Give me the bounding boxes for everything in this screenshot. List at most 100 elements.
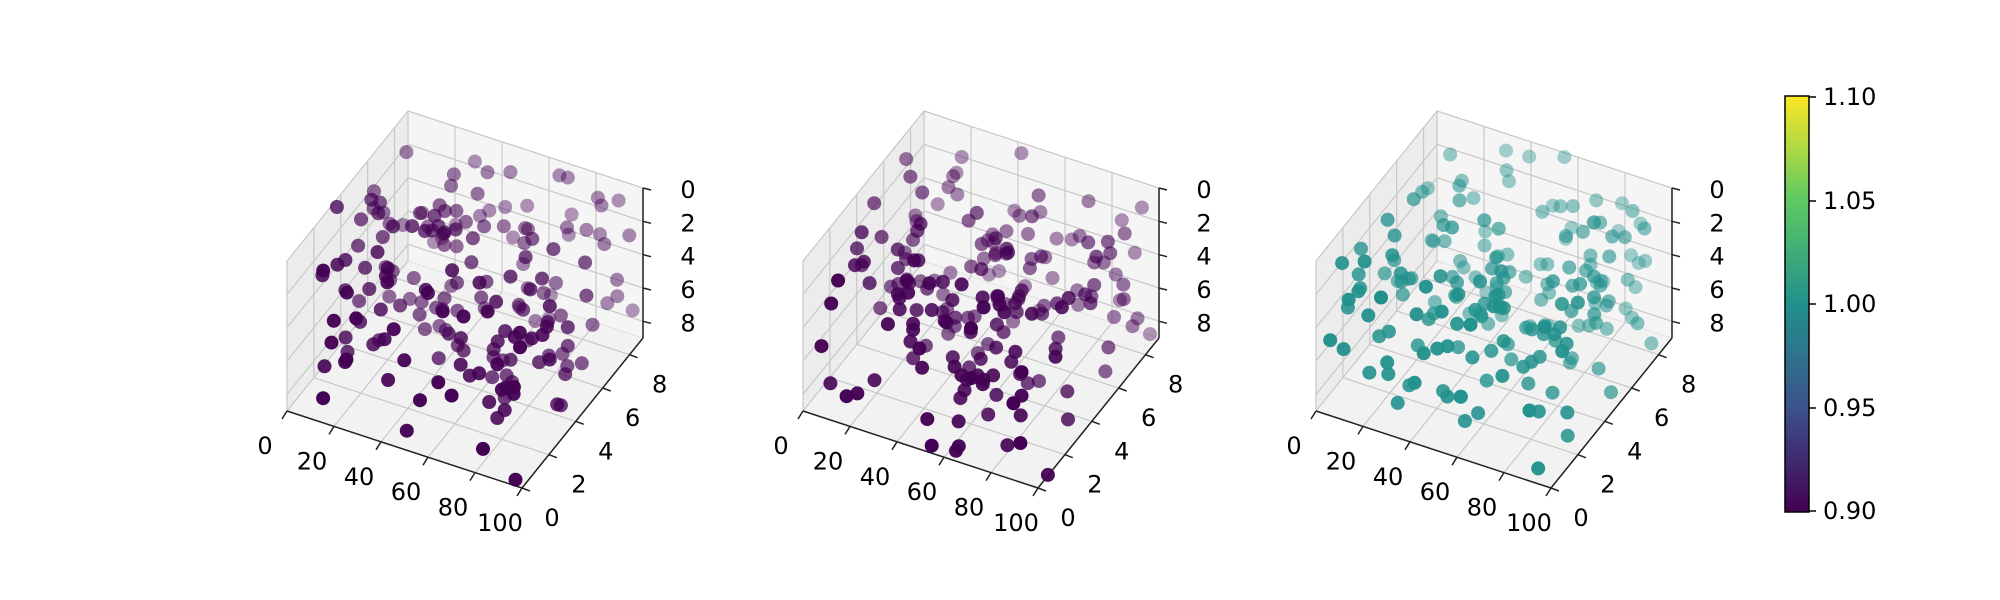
scatter-point — [1014, 146, 1029, 161]
scatter-point — [964, 371, 979, 385]
scatter-point — [358, 260, 373, 275]
scatter-point — [848, 258, 862, 273]
scatter-point — [1466, 191, 1481, 206]
scatter-point — [1524, 322, 1539, 337]
z-tick-label: 4 — [680, 243, 695, 271]
scatter-point — [1452, 193, 1467, 208]
scatter-point — [1103, 246, 1118, 261]
scatter-point — [1323, 333, 1338, 348]
scatter-point — [437, 291, 452, 306]
y-tick-mark — [575, 420, 585, 426]
scatter-point — [1060, 384, 1075, 399]
scatter-point — [1443, 147, 1458, 162]
scatter-point — [950, 187, 965, 202]
scatter-point — [954, 277, 969, 292]
scatter-point — [1486, 299, 1501, 314]
scatter-point — [1108, 267, 1123, 282]
scatter-point — [453, 357, 468, 372]
scatter-point — [503, 269, 518, 284]
scatter-point — [399, 145, 414, 160]
scatter-point — [1381, 324, 1396, 339]
scatter-point — [594, 198, 609, 213]
scatter-point — [1450, 275, 1464, 290]
scatter-point — [1434, 304, 1449, 319]
grid-line — [802, 143, 925, 295]
scatter-point — [1586, 269, 1601, 284]
scatter-point — [364, 192, 379, 207]
y-tick-mark — [1037, 487, 1047, 492]
scatter-point — [1034, 249, 1049, 264]
scatter-point — [1450, 316, 1465, 331]
scatter-point — [467, 154, 482, 169]
z-tick-label: 8 — [1709, 309, 1724, 337]
scatter-point — [444, 178, 459, 193]
scatter-point — [1335, 256, 1350, 271]
scatter-point — [574, 356, 589, 371]
scatter-point — [1563, 355, 1577, 370]
scatter-point — [549, 276, 563, 290]
scatter-point — [899, 273, 914, 288]
x-tick-mark — [328, 426, 335, 435]
scatter-point — [525, 231, 540, 246]
scatter-point — [445, 263, 460, 278]
scatter-point — [1587, 307, 1602, 322]
scatter-point — [1020, 376, 1035, 391]
scatter-point — [1000, 438, 1015, 453]
x-tick-label: 20 — [1326, 447, 1357, 475]
scatter-point — [1362, 365, 1377, 380]
scatter-point — [1463, 317, 1478, 332]
scatter-point — [850, 241, 864, 256]
scatter-point — [1424, 233, 1439, 248]
colorbar-tick-label: 0.95 — [1823, 394, 1876, 422]
scatter-point — [981, 407, 996, 422]
y-tick-mark — [1631, 387, 1640, 392]
scatter-point — [536, 286, 551, 300]
scatter-point — [1537, 320, 1552, 335]
scatter-point — [592, 227, 607, 242]
x-tick-label: 20 — [813, 447, 844, 475]
x-tick-mark — [422, 456, 429, 466]
grid-line — [1315, 110, 1438, 262]
scatter-point — [516, 302, 531, 317]
scatter-point — [1521, 376, 1536, 391]
z-tick-label: 4 — [1709, 243, 1724, 271]
x-axis-line — [1315, 410, 1552, 489]
scatter-point — [458, 214, 473, 229]
scatter-point — [441, 326, 456, 341]
y-tick-mark — [1658, 353, 1667, 359]
colorbar-gradient — [1784, 95, 1810, 513]
scatter-point — [386, 322, 401, 337]
z-tick-label: 2 — [1709, 209, 1724, 237]
scatter-point — [1024, 306, 1039, 321]
scatter-point — [1605, 229, 1620, 244]
scatter-point — [1061, 412, 1075, 427]
z-tick-label: 8 — [1196, 309, 1211, 337]
scatter-point — [523, 282, 538, 297]
grid-line — [380, 291, 503, 443]
scatter-point — [1081, 194, 1096, 209]
scatter-point — [362, 282, 377, 296]
scatter-point — [1051, 330, 1066, 345]
scatter-point — [1006, 396, 1021, 411]
y-tick-mark — [1091, 420, 1101, 426]
scatter-point — [354, 212, 368, 227]
z-tick-label: 6 — [1196, 276, 1211, 304]
scatter-point — [1416, 346, 1431, 361]
scatter-point — [351, 238, 366, 253]
z-tick-mark — [642, 187, 652, 191]
scatter-point — [1116, 277, 1131, 292]
scatter-point — [1553, 320, 1568, 335]
z-tick-label: 4 — [1196, 243, 1211, 271]
scatter-point — [472, 366, 487, 381]
scatter-point — [1437, 234, 1452, 249]
scatter-point — [922, 276, 937, 291]
y-tick-mark — [1550, 487, 1560, 492]
scatter-point — [974, 262, 989, 277]
scatter-point — [1522, 149, 1537, 164]
scatter-point — [380, 261, 395, 276]
grid-line — [1409, 291, 1532, 443]
scatter-point — [397, 353, 412, 368]
scatter-point — [1078, 287, 1093, 302]
scatter-point — [1395, 287, 1410, 302]
scatter-point — [999, 241, 1014, 256]
